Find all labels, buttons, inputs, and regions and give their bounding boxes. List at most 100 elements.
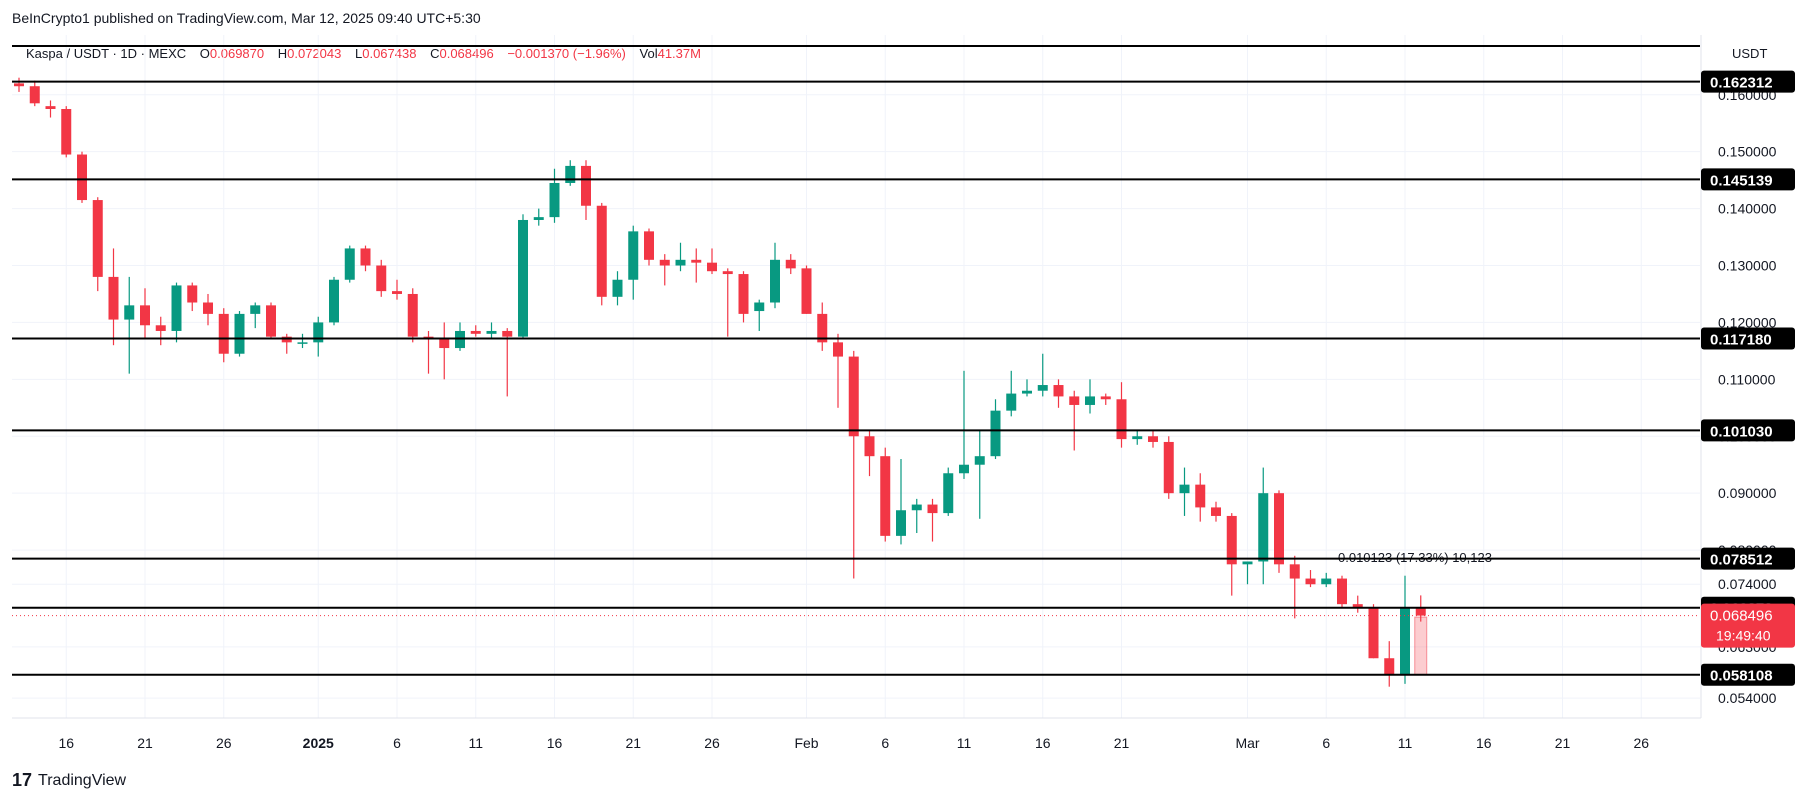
candle-body bbox=[864, 436, 875, 457]
level-price-label: 0.078512 bbox=[1710, 552, 1773, 569]
candle-body bbox=[234, 313, 245, 354]
published-by-header: BeInCrypto1 published on TradingView.com… bbox=[12, 10, 481, 26]
level-price-tag bbox=[1701, 419, 1795, 442]
candle-body bbox=[943, 473, 954, 514]
candle-body bbox=[313, 322, 324, 343]
high-value: 0.072043 bbox=[287, 46, 342, 61]
candle-body bbox=[628, 231, 639, 280]
candle-body bbox=[1148, 436, 1158, 442]
candle-body bbox=[171, 285, 182, 331]
candle-body bbox=[1100, 396, 1111, 400]
candlestick-chart[interactable]: USDT0.0540000.0630000.0740000.0800000.09… bbox=[0, 0, 1804, 760]
level-price-tag bbox=[1701, 70, 1795, 93]
price-tick-label: 0.130000 bbox=[1718, 258, 1777, 274]
candle-body bbox=[1037, 385, 1048, 391]
candle-body bbox=[1022, 390, 1032, 394]
candle-body bbox=[45, 106, 56, 109]
level-price-tag bbox=[1701, 327, 1795, 350]
close-label: C bbox=[430, 46, 440, 61]
candle-body bbox=[1085, 396, 1095, 405]
change-value: −0.001370 (−1.96%) bbox=[507, 46, 626, 61]
candle-body bbox=[770, 259, 780, 303]
candle-body bbox=[754, 302, 765, 312]
candle-body bbox=[1400, 607, 1410, 676]
candle-body bbox=[1195, 484, 1206, 508]
candle-body bbox=[266, 305, 276, 337]
level-price-label: 0.117180 bbox=[1710, 331, 1772, 348]
candle-body bbox=[959, 464, 969, 474]
volume-label: Vol bbox=[639, 46, 658, 61]
price-tick-label: 0.140000 bbox=[1718, 201, 1777, 217]
candle-body bbox=[203, 302, 213, 314]
date-tick-label: 2025 bbox=[303, 735, 334, 751]
measure-label: 0.010123 (17.33%) 10,123 bbox=[1338, 550, 1492, 565]
candle-body bbox=[250, 305, 261, 314]
tradingview-brand: TradingView bbox=[38, 771, 127, 789]
candle-body bbox=[644, 231, 654, 260]
candle-body bbox=[1163, 441, 1174, 494]
level-price-label: 0.058108 bbox=[1710, 668, 1773, 685]
candle-body bbox=[896, 510, 906, 536]
price-tick-label: 0.150000 bbox=[1718, 144, 1777, 160]
candle-body bbox=[533, 217, 544, 220]
candle-body bbox=[218, 313, 229, 354]
candle-body bbox=[518, 219, 528, 337]
date-tick-label: 6 bbox=[1322, 735, 1330, 751]
high-label: H bbox=[277, 46, 288, 61]
date-tick-label: 16 bbox=[1476, 735, 1492, 751]
candle-body bbox=[281, 336, 292, 343]
date-tick-label: 26 bbox=[704, 735, 720, 751]
candle-body bbox=[596, 205, 607, 297]
candle-body bbox=[1289, 564, 1300, 579]
candle-body bbox=[581, 165, 591, 206]
measure-range-box bbox=[1414, 616, 1428, 676]
candle-body bbox=[1132, 436, 1143, 440]
candle-body bbox=[1211, 507, 1221, 516]
candle-body bbox=[911, 504, 922, 511]
candle-body bbox=[155, 325, 166, 331]
candle-body bbox=[29, 86, 40, 104]
price-tick-label: 0.074000 bbox=[1718, 576, 1777, 592]
candle-body bbox=[77, 154, 87, 201]
candle-body bbox=[817, 313, 828, 343]
candle-body bbox=[612, 279, 623, 297]
candle-body bbox=[833, 342, 843, 357]
candle-body bbox=[1415, 607, 1426, 616]
date-tick-label: 26 bbox=[216, 735, 232, 751]
open-label: O bbox=[199, 46, 210, 61]
date-tick-label: 21 bbox=[1114, 735, 1130, 751]
date-tick-label: 21 bbox=[137, 735, 153, 751]
candle-body bbox=[1258, 493, 1269, 562]
date-tick-label: 21 bbox=[625, 735, 641, 751]
candle-body bbox=[439, 339, 450, 349]
candle-body bbox=[1116, 399, 1127, 440]
candle-body bbox=[1305, 578, 1316, 585]
candle-body bbox=[738, 274, 749, 314]
candle-body bbox=[1006, 393, 1017, 411]
candle-body bbox=[848, 356, 859, 437]
current-price-label: 0.068496 bbox=[1710, 608, 1773, 625]
candle-body bbox=[470, 330, 481, 334]
candle-body bbox=[722, 271, 733, 275]
candle-body bbox=[1069, 396, 1080, 405]
countdown-label: 19:49:40 bbox=[1716, 628, 1771, 644]
volume-value: 41.37M bbox=[657, 46, 701, 61]
level-price-tag bbox=[1701, 547, 1795, 570]
candle-body bbox=[974, 456, 985, 465]
low-value: 0.067438 bbox=[362, 46, 417, 61]
candle-body bbox=[1352, 604, 1363, 608]
candle-body bbox=[1226, 515, 1237, 565]
candle-body bbox=[360, 248, 371, 266]
candle-body bbox=[880, 456, 891, 536]
level-price-tag bbox=[1701, 168, 1795, 191]
candle-body bbox=[675, 259, 686, 266]
candle-body bbox=[407, 293, 418, 337]
currency-label: USDT bbox=[1732, 46, 1767, 61]
candle-body bbox=[990, 410, 1001, 457]
candle-body bbox=[1384, 658, 1395, 676]
price-tick-label: 0.120000 bbox=[1718, 314, 1777, 330]
candle-body bbox=[455, 330, 465, 349]
candle-body bbox=[801, 268, 812, 314]
candle-body bbox=[392, 291, 402, 294]
tradingview-logo-icon: 17 bbox=[12, 770, 33, 790]
